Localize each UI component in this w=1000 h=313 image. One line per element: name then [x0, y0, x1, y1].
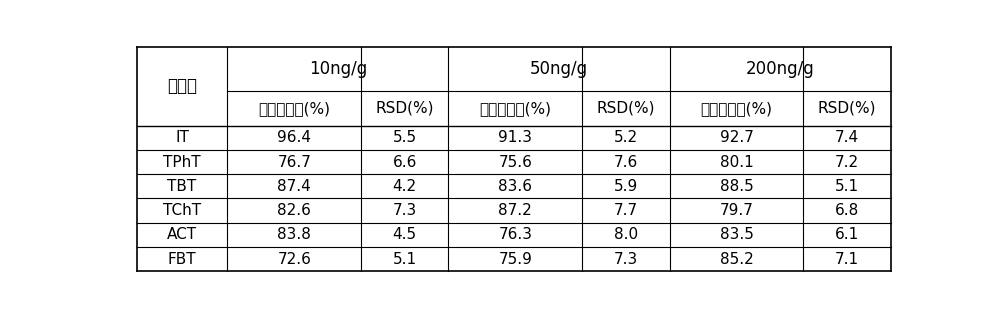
Text: 5.2: 5.2 — [614, 130, 638, 145]
Text: 5.1: 5.1 — [393, 252, 417, 267]
Text: 平均回收率(%): 平均回收率(%) — [479, 101, 551, 116]
Text: ACT: ACT — [167, 228, 197, 242]
Text: TBT: TBT — [167, 179, 197, 194]
Text: 平均回收率(%): 平均回收率(%) — [700, 101, 772, 116]
Text: 80.1: 80.1 — [720, 155, 753, 170]
Text: FBT: FBT — [168, 252, 196, 267]
Text: 7.2: 7.2 — [835, 155, 859, 170]
Text: 85.2: 85.2 — [720, 252, 753, 267]
Text: 92.7: 92.7 — [720, 130, 753, 145]
Text: 平均回收率(%): 平均回收率(%) — [258, 101, 330, 116]
Text: TChT: TChT — [163, 203, 201, 218]
Text: 83.8: 83.8 — [277, 228, 311, 242]
Text: 200ng/g: 200ng/g — [746, 60, 815, 78]
Text: 50ng/g: 50ng/g — [530, 60, 588, 78]
Text: 7.6: 7.6 — [614, 155, 638, 170]
Text: 87.4: 87.4 — [277, 179, 311, 194]
Text: 7.1: 7.1 — [835, 252, 859, 267]
Text: 5.5: 5.5 — [393, 130, 417, 145]
Text: 5.1: 5.1 — [835, 179, 859, 194]
Text: 6.1: 6.1 — [835, 228, 859, 242]
Text: 88.5: 88.5 — [720, 179, 753, 194]
Text: 76.3: 76.3 — [498, 228, 532, 242]
Text: 82.6: 82.6 — [277, 203, 311, 218]
Text: RSD(%): RSD(%) — [376, 101, 434, 116]
Text: 75.9: 75.9 — [498, 252, 532, 267]
Text: 10ng/g: 10ng/g — [309, 60, 367, 78]
Text: 72.6: 72.6 — [277, 252, 311, 267]
Text: 83.5: 83.5 — [720, 228, 753, 242]
Text: 7.7: 7.7 — [614, 203, 638, 218]
Text: 87.2: 87.2 — [498, 203, 532, 218]
Text: 79.7: 79.7 — [720, 203, 753, 218]
Text: 4.2: 4.2 — [393, 179, 417, 194]
Text: IT: IT — [175, 130, 189, 145]
Text: 75.6: 75.6 — [498, 155, 532, 170]
Text: 6.8: 6.8 — [835, 203, 859, 218]
Text: RSD(%): RSD(%) — [597, 101, 655, 116]
Text: 91.3: 91.3 — [498, 130, 532, 145]
Text: 5.9: 5.9 — [614, 179, 638, 194]
Text: 8.0: 8.0 — [614, 228, 638, 242]
Text: 锡形态: 锡形态 — [167, 77, 197, 95]
Text: 4.5: 4.5 — [393, 228, 417, 242]
Text: 7.3: 7.3 — [393, 203, 417, 218]
Text: RSD(%): RSD(%) — [818, 101, 876, 116]
Text: 96.4: 96.4 — [277, 130, 311, 145]
Text: 7.4: 7.4 — [835, 130, 859, 145]
Text: 7.3: 7.3 — [614, 252, 638, 267]
Text: 76.7: 76.7 — [277, 155, 311, 170]
Text: 83.6: 83.6 — [498, 179, 532, 194]
Text: TPhT: TPhT — [163, 155, 201, 170]
Text: 6.6: 6.6 — [393, 155, 417, 170]
